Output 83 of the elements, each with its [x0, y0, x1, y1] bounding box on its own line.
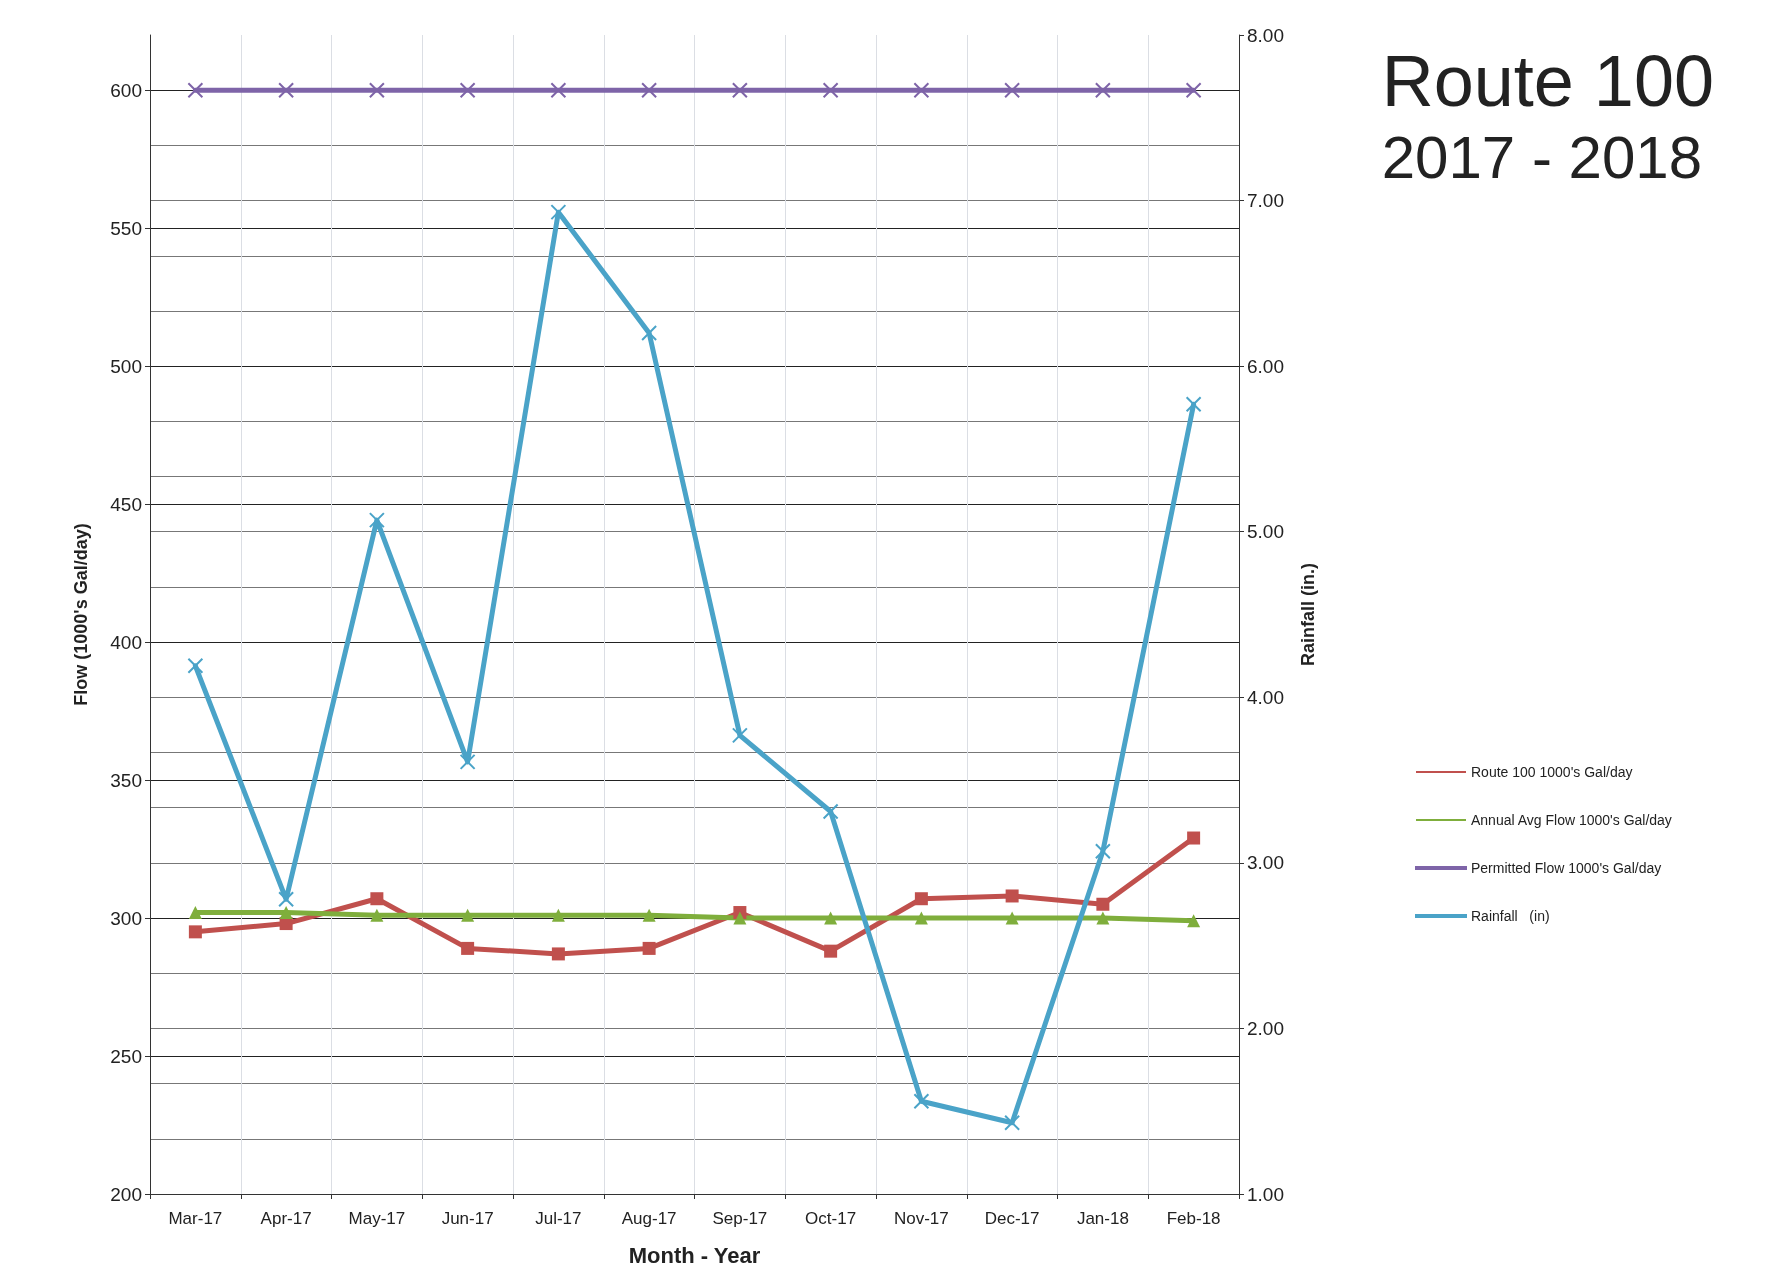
point: [1005, 911, 1019, 925]
point: [1094, 843, 1111, 860]
point: [1185, 396, 1202, 413]
point: [370, 908, 384, 922]
point: [824, 911, 838, 925]
y2-tick-label: 3.00: [1247, 852, 1284, 874]
y2-tick-label: 6.00: [1247, 355, 1284, 377]
point: [187, 82, 204, 99]
point: [461, 941, 475, 955]
point: [279, 906, 293, 920]
x-tick-label: Aug-17: [621, 1209, 677, 1228]
point: [642, 941, 656, 955]
x-tick-label: Jan-18: [1076, 1209, 1129, 1228]
point: [278, 82, 295, 99]
y-tick-label: 500: [110, 355, 142, 377]
x-tick-label: May-17: [348, 1209, 406, 1228]
point: [914, 911, 928, 925]
y-tick-label: 300: [110, 907, 142, 929]
x-tick-label: Sep-17: [712, 1209, 768, 1228]
point: [551, 947, 565, 961]
y2-tick-label: 1.00: [1247, 1183, 1284, 1205]
x-tick-label: Apr-17: [260, 1209, 312, 1228]
point: [1094, 82, 1111, 99]
point: [459, 753, 476, 770]
x-tick-label: Oct-17: [805, 1209, 857, 1228]
point: [188, 906, 202, 920]
y2-tick-label: 2.00: [1247, 1017, 1284, 1039]
point: [1187, 914, 1201, 928]
legend-label: Annual Avg Flow 1000's Gal/day: [1471, 812, 1672, 828]
point: [1096, 911, 1110, 925]
point: [642, 908, 656, 922]
point: [187, 657, 204, 674]
y-tick-label: 600: [110, 79, 142, 101]
point: [913, 82, 930, 99]
point: [641, 82, 658, 99]
point: [822, 803, 839, 820]
x-tick-label: Feb-18: [1166, 1209, 1221, 1228]
point: [914, 892, 928, 906]
point: [368, 512, 385, 529]
point: [368, 82, 385, 99]
point: [278, 891, 295, 908]
point: [824, 944, 838, 958]
y-tick-label: 400: [110, 631, 142, 653]
legend-label: Rainfall (in): [1471, 908, 1550, 924]
y-tick-label: 250: [110, 1045, 142, 1067]
point: [551, 908, 565, 922]
point: [550, 82, 567, 99]
point: [188, 925, 202, 939]
point: [731, 82, 748, 99]
point: [822, 82, 839, 99]
point: [913, 1093, 930, 1110]
x-tick-label: Dec-17: [984, 1209, 1040, 1228]
x-tick-label: Jun-17: [441, 1209, 494, 1228]
y-tick-label: 350: [110, 769, 142, 791]
point: [550, 204, 567, 221]
point: [1004, 1114, 1021, 1131]
point: [461, 908, 475, 922]
x-axis-title: Month - Year: [628, 1242, 761, 1268]
point: [1005, 889, 1019, 903]
y2-tick-label: 5.00: [1247, 521, 1284, 543]
point: [370, 892, 384, 906]
point: [641, 325, 658, 342]
x-tick-label: Mar-17: [168, 1209, 223, 1228]
x-tick-label: Jul-17: [535, 1209, 582, 1228]
point: [731, 727, 748, 744]
text: Route 100 2017 - 2018: [1381, 41, 1714, 191]
point: [1187, 831, 1201, 845]
y2-tick-label: 8.00: [1247, 24, 1284, 46]
y-tick-label: 200: [110, 1183, 142, 1205]
point: [1096, 897, 1110, 911]
legend-label: Permitted Flow 1000's Gal/day: [1471, 860, 1662, 876]
point: [459, 82, 476, 99]
y2-tick-label: 4.00: [1247, 686, 1284, 708]
x-tick-label: Nov-17: [893, 1209, 949, 1228]
point: [1004, 82, 1021, 99]
y2-axis-title: Rainfall (in.): [1298, 563, 1318, 666]
point: [1185, 82, 1202, 99]
y-tick-label: 450: [110, 493, 142, 515]
legend-label: Route 100 1000's Gal/day: [1471, 764, 1633, 780]
y2-tick-label: 7.00: [1247, 190, 1284, 212]
point: [733, 911, 747, 925]
y-tick-label: 550: [110, 217, 142, 239]
y-axis-title: Flow (1000's Gal/day): [71, 523, 91, 706]
